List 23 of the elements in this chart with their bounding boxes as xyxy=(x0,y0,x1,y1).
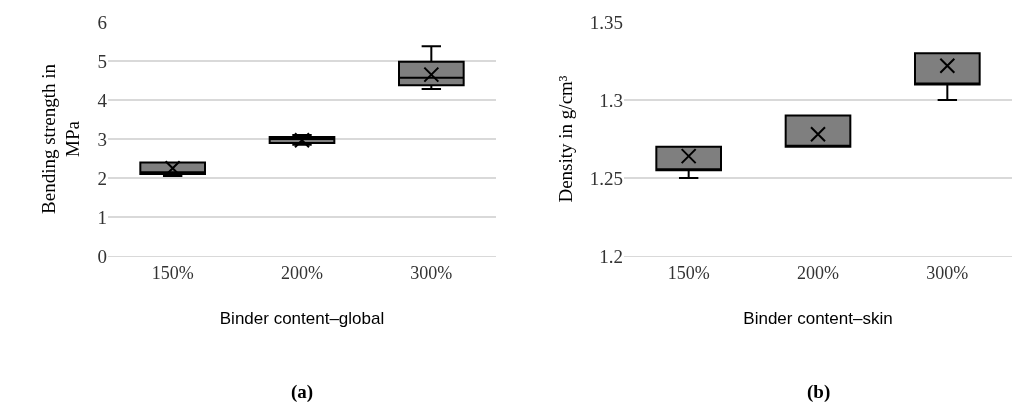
x-tick-label: 300% xyxy=(926,262,969,283)
text: (a) xyxy=(291,381,314,403)
x-tick-label: 150% xyxy=(667,262,710,283)
y-tick-label: 1.25 xyxy=(589,167,623,189)
y-tick-label: 1.35 xyxy=(589,11,623,33)
y-tick-label: 4 xyxy=(97,89,108,111)
x-axis-title: Binder content–skin xyxy=(743,309,893,328)
y-tick-label: 1 xyxy=(97,206,107,228)
y-tick-label: 6 xyxy=(97,11,107,33)
y-axis-title: Density in g/cm³ xyxy=(554,75,576,203)
x-tick-label: 300% xyxy=(410,262,453,283)
x-axis-title: Binder content–global xyxy=(219,309,385,328)
y-tick-label: 1.3 xyxy=(599,89,623,111)
y-tick-label: 0 xyxy=(97,245,107,267)
x-tick-label: 200% xyxy=(281,262,323,283)
y-axis-title: Bending strength in MPa xyxy=(37,63,84,214)
y-tick-label: 2 xyxy=(97,167,107,189)
y-tick-label: 3 xyxy=(97,128,107,150)
x-tick-label: 150% xyxy=(151,262,194,283)
text: (b) xyxy=(807,381,831,403)
y-tick-label: 1.2 xyxy=(599,245,623,267)
x-tick-label: 200% xyxy=(797,262,839,283)
y-tick-label: 5 xyxy=(97,50,107,72)
